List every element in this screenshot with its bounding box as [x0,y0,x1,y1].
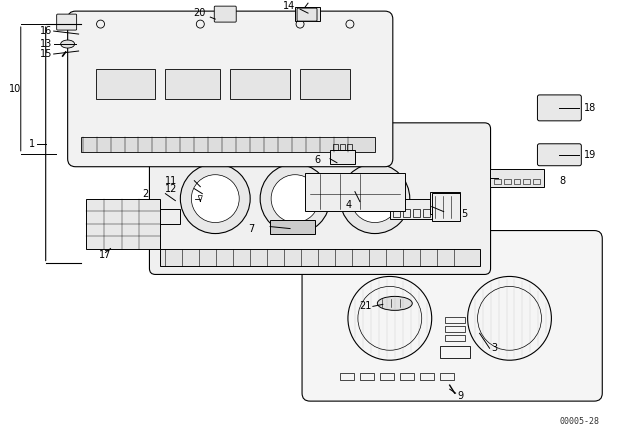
Bar [161,249,479,267]
Bar [490,169,545,187]
Text: 21: 21 [360,302,372,311]
Text: 5: 5 [461,209,468,219]
Bar [493,179,500,184]
Bar [305,173,404,211]
Text: 20: 20 [193,8,205,18]
Text: 8: 8 [559,176,566,185]
Bar [429,192,460,214]
Ellipse shape [61,40,75,48]
Bar [159,209,180,224]
Bar [403,209,410,216]
Ellipse shape [378,297,412,310]
Bar [270,220,315,233]
Circle shape [180,164,250,233]
Text: 2: 2 [142,189,148,198]
Bar [347,144,352,150]
Bar [340,144,345,150]
Bar [333,144,338,150]
Bar [165,69,220,99]
Circle shape [351,175,399,223]
Text: 11: 11 [165,176,177,185]
Bar [295,7,320,21]
Bar [420,373,434,380]
Bar [524,179,531,184]
Bar [81,137,375,152]
Circle shape [340,164,410,233]
Circle shape [260,164,330,233]
Bar [413,209,420,216]
FancyBboxPatch shape [538,144,581,166]
Bar [86,198,161,249]
Bar [340,373,354,380]
Bar [432,193,460,220]
Text: 18: 18 [584,103,596,113]
Text: 4: 4 [346,200,352,210]
Bar [540,97,579,119]
Bar [433,209,440,216]
Text: 1: 1 [29,139,35,149]
Bar [443,204,449,211]
Bar [534,179,540,184]
Text: 19: 19 [584,150,596,160]
Bar [504,179,511,184]
Text: 14: 14 [283,1,295,11]
FancyBboxPatch shape [214,6,236,22]
Bar [400,373,413,380]
Bar [440,373,454,380]
Bar [540,146,579,164]
Text: 17: 17 [99,250,112,260]
FancyBboxPatch shape [538,95,581,121]
Bar [390,198,445,219]
Bar [380,373,394,380]
Bar [393,209,400,216]
Text: 3: 3 [492,343,498,353]
FancyBboxPatch shape [297,8,317,21]
Bar [445,317,465,323]
Text: 10: 10 [9,84,21,94]
Text: 12: 12 [165,184,177,194]
Circle shape [271,175,319,223]
Text: 9: 9 [458,391,464,401]
Bar [360,373,374,380]
Bar [452,204,458,211]
FancyBboxPatch shape [68,11,393,167]
Bar [440,346,470,358]
FancyBboxPatch shape [57,14,77,30]
Text: 16: 16 [40,26,52,36]
Bar [230,69,290,99]
Circle shape [191,175,239,223]
Bar [330,150,355,164]
Bar [445,326,465,332]
FancyBboxPatch shape [149,123,491,275]
Text: 6: 6 [314,155,320,165]
Text: 7: 7 [248,224,254,233]
Bar [513,179,520,184]
Bar [423,209,429,216]
Bar [95,69,156,99]
Text: 00005-28: 00005-28 [559,417,599,426]
FancyBboxPatch shape [302,231,602,401]
Bar [300,69,350,99]
Text: 15: 15 [40,49,52,59]
Text: 13: 13 [40,39,52,49]
Bar [434,204,440,211]
Bar [445,335,465,341]
